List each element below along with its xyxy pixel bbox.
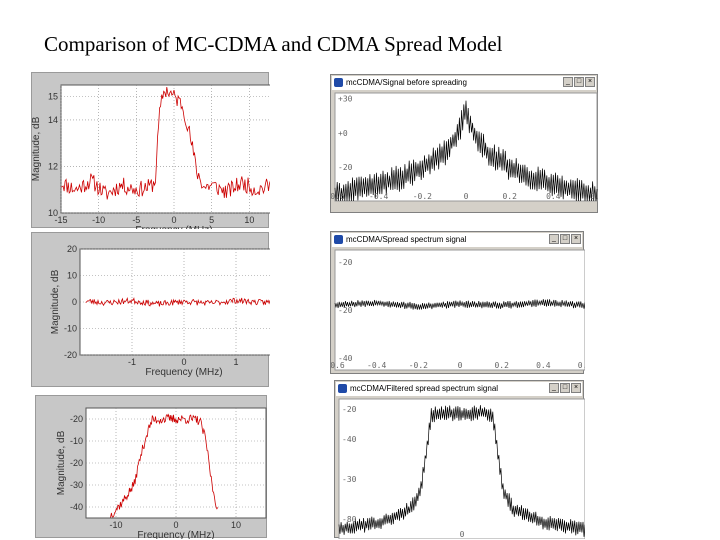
window-title: mcCDMA/Spread spectrum signal	[346, 235, 467, 244]
x-tick-label: -5	[132, 215, 140, 225]
window-title: mcCDMA/Signal before spreading	[346, 78, 467, 87]
mc-cdma-spectrum-plot-2: -1 0 1 20 10 0 -10 -20 Frequency (MHz) Magnitude,…	[31, 232, 270, 387]
cdma2-chart-svg: -0.6 -0.4 -0.2 0 0.2 0.4 0.6 -20 -20 -40	[331, 249, 585, 371]
series-line	[338, 405, 585, 537]
x-tick-label: -0.2	[413, 192, 432, 201]
x-tick-label: -1	[128, 357, 136, 367]
y-tick-label: 12	[48, 161, 58, 171]
window-titlebar[interactable]: mcCDMA/Filtered spread spectrum signal	[336, 382, 582, 396]
maximize-button[interactable]: □	[574, 77, 584, 87]
mc3-chart-svg: -10 0 10 -20 -10 -20 -30 -40 Frequency (MHz) Magn…	[56, 407, 267, 539]
x-tick-label: 0.6	[578, 361, 585, 370]
window-title: mcCDMA/Filtered spread spectrum signal	[350, 384, 499, 393]
scope-window-before-spreading[interactable]: mcCDMA/Signal before spreading _□× -0.6-…	[330, 74, 599, 213]
y-tick-label: -30	[342, 475, 357, 484]
y-tick-label: -20	[338, 163, 353, 172]
x-tick-label: -0.4	[367, 361, 386, 370]
scope-window-spread-spectrum[interactable]: mcCDMA/Spread spectrum signal _□× -0.6-0…	[330, 231, 585, 374]
y-tick-label: -80	[342, 515, 357, 524]
y-tick-label: -20	[70, 414, 83, 424]
y-tick-label: -10	[64, 324, 77, 334]
x-tick-label: -15	[54, 215, 67, 225]
scope-window-filtered-spread-spectrum[interactable]: mcCDMA/Filtered spread spectrum signal _…	[334, 380, 585, 539]
y-tick-label: -10	[70, 436, 83, 446]
plot-area	[338, 398, 585, 539]
y-tick-label: 10	[67, 271, 77, 281]
mc1-chart-svg: -15-10-505101515141210Frequency (MHz)Mag…	[32, 84, 270, 229]
mc-cdma-spectrum-plot-3: -10 0 10 -20 -10 -20 -30 -40 Frequency (MHz) Magn…	[35, 395, 267, 539]
y-tick-label: -30	[70, 480, 83, 490]
window-titlebar[interactable]: mcCDMA/Signal before spreading	[332, 76, 596, 90]
x-tick-label: 0	[464, 192, 469, 201]
y-tick-label: -40	[338, 354, 353, 363]
x-tick-label: -0.6	[331, 192, 345, 201]
y-tick-label: -20	[338, 258, 353, 267]
x-tick-label: -0.6	[331, 361, 345, 370]
x-axis-label: Frequency (MHz)	[135, 225, 212, 229]
y-tick-label: -40	[342, 435, 357, 444]
slide-title: Comparison of MC-CDMA and CDMA Spread Mo…	[44, 32, 503, 56]
series-line	[60, 86, 270, 200]
window-titlebar[interactable]: mcCDMA/Spread spectrum signal	[332, 233, 582, 247]
close-button[interactable]: ×	[571, 383, 581, 393]
x-tick-label: 0	[458, 361, 463, 370]
y-tick-label: -20	[338, 306, 353, 315]
mc-cdma-spectrum-plot-1: -15-10-505101515141210Frequency (MHz)Mag…	[31, 72, 270, 229]
x-axis-label: Frequency (MHz)	[145, 367, 222, 378]
x-tick-label: 0	[171, 215, 176, 225]
x-tick-label: -10	[92, 215, 105, 225]
x-tick-label: 0.2	[494, 361, 509, 370]
scope-app-icon	[334, 235, 343, 244]
y-tick-label: 14	[48, 115, 58, 125]
cdma3-chart-svg: 0 -20 -40 -30 -80	[338, 398, 585, 539]
y-tick-label: -20	[342, 405, 357, 414]
y-tick-label: +0	[338, 129, 348, 138]
close-button[interactable]: ×	[585, 77, 595, 87]
plot-area	[60, 84, 270, 214]
y-tick-label: 0	[72, 297, 77, 307]
plot-area	[334, 92, 598, 202]
cdma1-chart-svg: -0.6 -0.4 -0.2 0 0.2 0.4 0.6 +30 +0 -20	[331, 92, 599, 202]
x-tick-label: -10	[109, 520, 122, 530]
x-tick-label: 0	[173, 520, 178, 530]
x-tick-label: -0.4	[369, 192, 388, 201]
maximize-button[interactable]: □	[560, 234, 570, 244]
minimize-button[interactable]: _	[563, 77, 573, 87]
x-tick-label: 0.6	[590, 192, 599, 201]
minimize-button[interactable]: _	[549, 383, 559, 393]
x-tick-label: 0.2	[502, 192, 517, 201]
series-line	[334, 100, 598, 202]
x-axis-label: Frequency (MHz)	[137, 530, 214, 539]
x-tick-label: 0	[181, 357, 186, 367]
x-tick-label: 10	[231, 520, 241, 530]
x-tick-label: 5	[209, 215, 214, 225]
series-line	[85, 296, 270, 307]
series-line	[110, 413, 219, 518]
y-tick-label: -20	[70, 458, 83, 468]
maximize-button[interactable]: □	[560, 383, 570, 393]
scope-app-icon	[338, 384, 347, 393]
x-tick-label: 0	[460, 530, 465, 539]
series-line	[334, 299, 585, 310]
x-tick-label: 0.4	[546, 192, 561, 201]
y-tick-label: 10	[48, 208, 58, 218]
y-tick-label: -20	[64, 350, 77, 360]
y-axis-label: Magnitude, dB	[50, 269, 61, 334]
y-axis-label: Magnitude, dB	[56, 430, 67, 495]
y-tick-label: -40	[70, 502, 83, 512]
x-tick-label: 0.4	[536, 361, 551, 370]
minimize-button[interactable]: _	[549, 234, 559, 244]
close-button[interactable]: ×	[571, 234, 581, 244]
y-tick-label: 15	[48, 92, 58, 102]
x-tick-label: -0.2	[409, 361, 428, 370]
plot-area	[334, 249, 585, 371]
x-tick-label: 10	[244, 215, 254, 225]
x-tick-label: 1	[233, 357, 238, 367]
y-tick-label: +30	[338, 95, 353, 104]
y-tick-label: 20	[67, 244, 77, 254]
y-axis-label: Magnitude, dB	[32, 116, 42, 181]
scope-app-icon	[334, 78, 343, 87]
